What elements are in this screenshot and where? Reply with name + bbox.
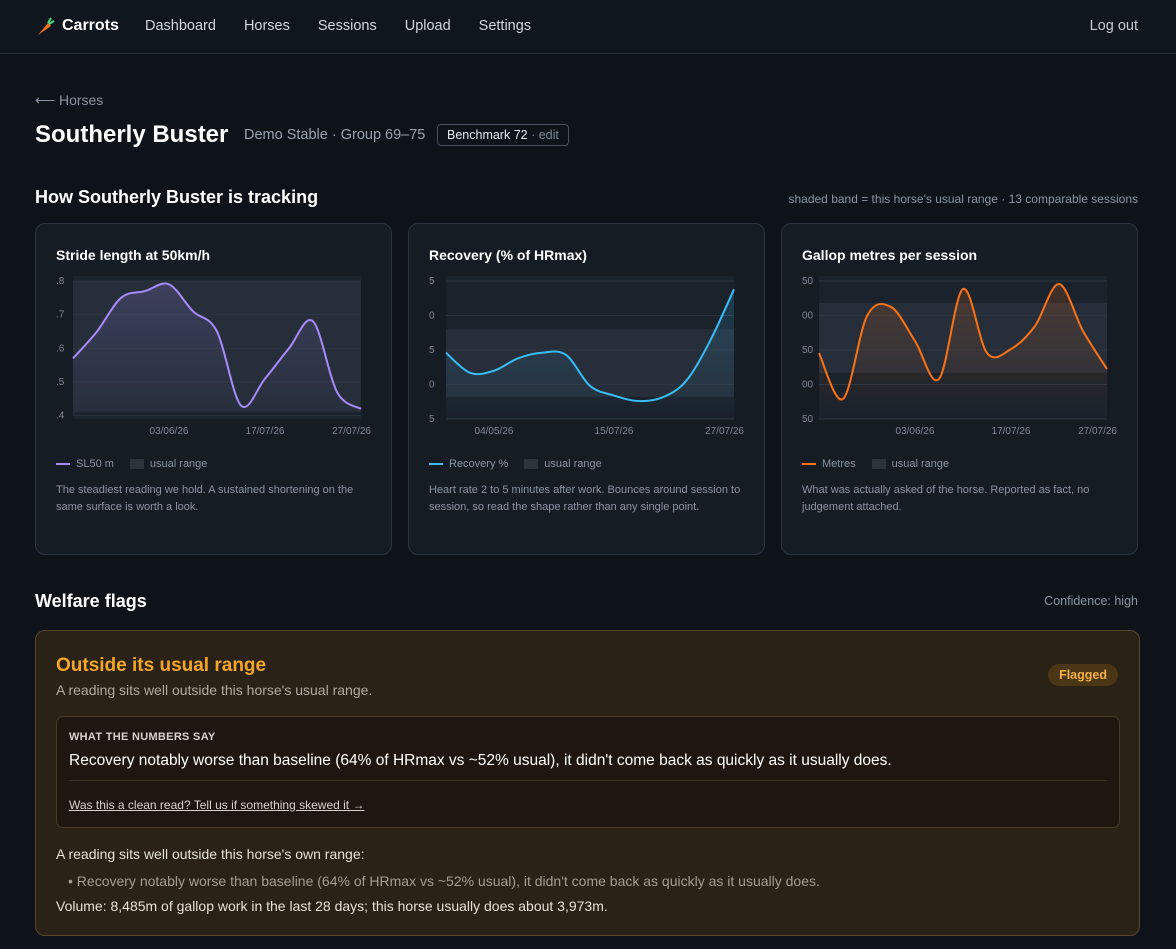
y-tick-label: 50 (802, 414, 814, 425)
series-line (72, 282, 362, 410)
y-tick-label: 5 (429, 345, 435, 356)
y-tick-label: 00 (802, 380, 814, 391)
y-tick-label: 5 (429, 414, 435, 425)
legend-swatch (129, 459, 144, 469)
badge-text: Benchmark 72 (447, 128, 528, 142)
legend-label: usual range (149, 458, 208, 470)
nav-link[interactable]: Horses (243, 18, 290, 34)
legend: Metres usual range (802, 458, 949, 470)
confidence: Confidence: high (1044, 594, 1138, 608)
area-fill (819, 284, 1107, 419)
x-tick-label: 27/07/26 (1078, 426, 1117, 437)
chart-note: Heart rate 2 to 5 minutes after work. Bo… (429, 484, 741, 513)
legend: SL50 m usual range (56, 458, 207, 470)
legend-label: usual range (891, 458, 950, 470)
back-link[interactable]: ⟵ Horses (35, 92, 104, 108)
feedback-link[interactable]: Was this a clean read? Tell us if someth… (69, 798, 365, 812)
badge-edit[interactable]: · edit (531, 128, 559, 142)
x-tick-label: 15/07/26 (595, 426, 634, 437)
y-tick-label: 0 (429, 311, 435, 322)
flag-pill: Flagged (1048, 664, 1118, 686)
chart-note: The steadiest reading we hold. A sustain… (56, 484, 354, 513)
y-tick-label: .7 (56, 310, 65, 321)
horse-title: Southerly Buster (35, 121, 229, 148)
legend-label: usual range (544, 458, 602, 470)
nav-bar: Carrots Dashboard Horses Sessions Upload Set… (0, 0, 1176, 54)
nav-link[interactable]: Sessions (317, 18, 377, 34)
nav-link[interactable]: Dashboard (145, 18, 216, 34)
legend-swatch (802, 463, 816, 465)
chart-note: What was actually asked of the horse. Re… (802, 484, 1090, 513)
y-tick-label: .4 (56, 411, 65, 422)
benchmark-badge[interactable]: Benchmark 72 · edit (437, 124, 569, 146)
chart-title: Gallop metres per session (802, 247, 978, 263)
chart-card: .8 .7 .6 .5 .4 03/06/26 17/07/26 27/07/26 Stride… (35, 223, 392, 555)
flag-lead: A reading sits well outside this horse's… (56, 846, 365, 862)
nav-link[interactable]: Settings (478, 18, 532, 34)
x-tick-label: 27/07/26 (705, 426, 744, 437)
flag-subtitle: A reading sits well outside this horse's… (56, 682, 373, 698)
flags-title: Welfare flags (35, 591, 147, 611)
y-tick-label: .5 (56, 377, 65, 388)
area-fill (446, 289, 734, 419)
chart-title: Recovery (% of HRmax) (429, 247, 587, 263)
brand-icon (38, 17, 55, 35)
legend-swatch (56, 463, 70, 465)
section-title: How Southerly Buster is tracking (35, 187, 319, 207)
area-fill (73, 283, 361, 419)
legend-swatch (524, 459, 539, 469)
numbers-box: WHAT THE NUMBERS SAY Recovery notably wo… (56, 716, 1120, 828)
nav-link[interactable]: Upload (404, 18, 451, 34)
x-tick-label: 03/06/26 (150, 426, 189, 437)
box-label: WHAT THE NUMBERS SAY (69, 731, 216, 743)
nav-links: Dashboard Horses Sessions Upload Settings (145, 18, 531, 34)
flag-bullet: • Recovery notably worse than baseline (… (68, 873, 820, 889)
chart: .8 .7 .6 .5 .4 03/06/26 17/07/26 27/07/26 (56, 276, 371, 437)
flag-volume: Volume: 8,485m of gallop work in the las… (56, 898, 608, 914)
legend-swatch (871, 459, 886, 469)
divider (69, 780, 1107, 781)
box-text: Recovery notably worse than baseline (64… (69, 752, 892, 769)
legend: Recovery % usual range (429, 458, 602, 470)
x-tick-label: 17/07/26 (992, 426, 1031, 437)
chart-title: Stride length at 50km/h (56, 247, 211, 263)
legend-label: Recovery % (449, 458, 509, 470)
bullet-text: Recovery notably worse than baseline (64… (76, 873, 820, 889)
x-tick-label: 17/07/26 (246, 426, 285, 437)
series-line (818, 283, 1108, 401)
flag-card: Outside its usual range A reading sits w… (35, 630, 1140, 936)
x-tick-label: 03/06/26 (896, 426, 935, 437)
flag-title: Outside its usual range (56, 655, 267, 676)
chart-card: 5 0 5 0 5 04/05/26 15/07/26 27/07/26 Recovery (%… (408, 223, 765, 555)
chart: 50 00 50 00 50 03/06/26 17/07/26 27/07/26 (802, 276, 1117, 437)
x-tick-label: 27/07/26 (332, 426, 371, 437)
y-tick-label: .6 (56, 343, 65, 354)
legend-label: SL50 m (76, 458, 114, 470)
y-tick-label: 00 (802, 311, 814, 322)
y-tick-label: 50 (802, 345, 814, 356)
series-line (445, 288, 735, 403)
section-note: shaded band = this horse's usual range ·… (788, 192, 1138, 206)
chart: 5 0 5 0 5 04/05/26 15/07/26 27/07/26 (429, 276, 744, 437)
legend-swatch (429, 463, 443, 465)
y-tick-label: .8 (56, 276, 65, 287)
horse-meta: Demo Stable · Group 69–75 (244, 127, 426, 143)
legend-label: Metres (822, 458, 856, 470)
logout[interactable]: Log out (1089, 18, 1138, 34)
y-tick-label: 0 (429, 380, 435, 391)
brand[interactable]: Carrots (62, 17, 119, 34)
x-tick-label: 04/05/26 (475, 426, 514, 437)
y-tick-label: 50 (802, 276, 814, 287)
y-tick-label: 5 (429, 276, 435, 287)
chart-card: 50 00 50 00 50 03/06/26 17/07/26 27/07/26 Gallop… (781, 223, 1138, 555)
